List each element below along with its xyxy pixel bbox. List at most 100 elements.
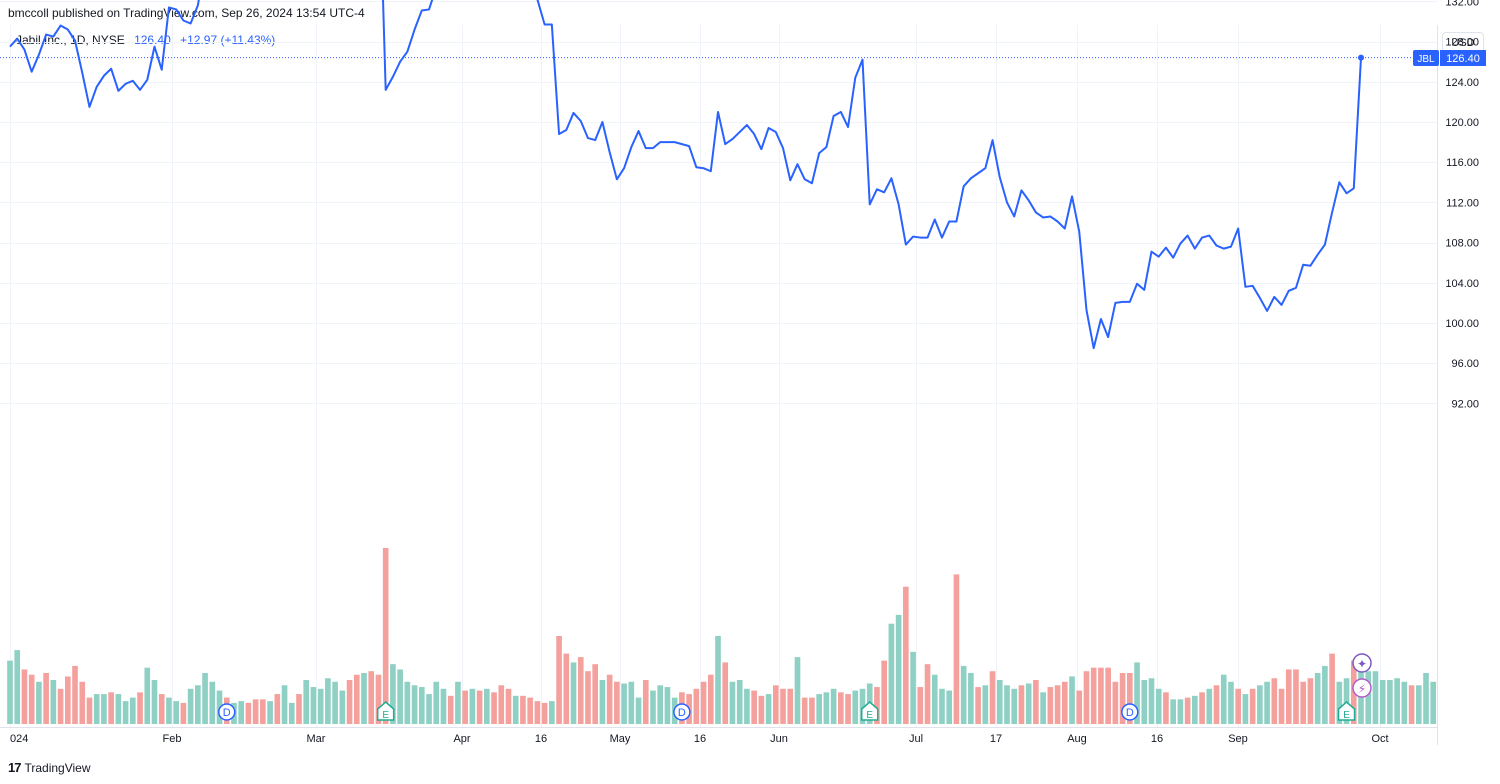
volume-bar [1025, 683, 1032, 724]
volume-bar [1148, 678, 1155, 724]
volume-bar [476, 690, 483, 724]
volume-bar [1271, 678, 1278, 724]
volume-bar [1184, 697, 1191, 724]
volume-bar [28, 674, 35, 724]
volume-bar [917, 687, 924, 724]
volume-bar [845, 694, 851, 724]
volume-bar [79, 681, 86, 724]
lightning-icon [1352, 678, 1372, 698]
volume-bar [838, 692, 844, 724]
volume-bar [939, 688, 945, 724]
volume-bar [1336, 681, 1343, 724]
volume-bar [772, 685, 779, 724]
dividend-marker-icon [217, 703, 236, 721]
volume-bar [1322, 665, 1328, 724]
volume-bar [830, 688, 837, 724]
volume-bar [36, 681, 42, 724]
volume-bar [130, 697, 136, 724]
volume-bar [1177, 699, 1184, 724]
volume-bar [606, 674, 613, 724]
volume-bar [86, 697, 93, 724]
volume-bar [722, 662, 729, 724]
volume-bar [982, 685, 989, 724]
volume-bar [1365, 671, 1372, 724]
currency-button[interactable]: USD [1442, 32, 1484, 54]
volume-bar [614, 681, 620, 724]
volume-bar [794, 657, 801, 724]
volume-bar [1069, 676, 1075, 724]
volume-bar [1119, 672, 1126, 724]
x-tick-label: Aug [1067, 733, 1087, 745]
volume-bar [1300, 681, 1307, 724]
spark-glyph: ✦ [1357, 657, 1367, 671]
volume-bar [563, 653, 570, 724]
volume-bar [14, 650, 21, 724]
volume-bar [924, 664, 931, 724]
volume-bar [1228, 681, 1234, 724]
volume-bar [101, 694, 107, 724]
volume-bar [1090, 667, 1097, 724]
volume-bar [166, 697, 172, 724]
earnings-marker-icon [376, 701, 395, 721]
volume-bar [707, 674, 714, 724]
volume-bar [1314, 672, 1321, 724]
volume-bar [202, 672, 208, 724]
spark-icon [1352, 653, 1372, 673]
volume-bar [332, 681, 338, 724]
volume-bar [252, 699, 259, 724]
volume-bar [765, 694, 772, 724]
volume-bar [1011, 688, 1018, 724]
volume-bar [895, 614, 902, 724]
volume-bar [1220, 674, 1227, 724]
volume-bar [1415, 685, 1422, 724]
volume-bar [72, 665, 78, 724]
volume-bar [975, 687, 981, 724]
x-tick-label: Oct [1371, 733, 1388, 745]
volume-bar [1394, 678, 1400, 724]
earnings-marker-label: E [866, 710, 873, 721]
volume-bar [1401, 681, 1408, 724]
x-tick-label: 16 [1151, 733, 1163, 745]
tradingview-brand[interactable]: 17 TradingView [8, 760, 91, 775]
volume-bar [1242, 694, 1249, 724]
volume-bar [303, 680, 310, 724]
volume-bar [187, 688, 194, 724]
volume-bar [455, 681, 461, 724]
volume-bar [903, 586, 909, 724]
volume-bar [729, 681, 736, 724]
volume-bar [469, 688, 476, 724]
volume-bar [151, 680, 158, 724]
x-tick-label: 16 [535, 733, 547, 745]
volume-bar [288, 702, 295, 724]
event-markers: D E D E D E ✦ ⚡ [217, 653, 1372, 721]
volume-bar [353, 674, 360, 724]
volume-bar [881, 660, 887, 724]
y-tick-label: 132.00 [1445, 0, 1479, 8]
volume-bar [1192, 695, 1198, 724]
time-axis[interactable]: 024 Feb Mar Apr 16 May 16 Jun Jul 17 Aug 16 Sep Oct [10, 733, 1389, 745]
volume-bar [700, 681, 707, 724]
volume-bar [527, 697, 533, 724]
volume-bar [1163, 692, 1169, 724]
volume-bar [1206, 688, 1213, 724]
volume-bar [1387, 680, 1393, 724]
volume-bar [816, 694, 822, 724]
volume-bar [426, 694, 432, 724]
volume-bar [238, 701, 245, 724]
volume-bar [693, 688, 700, 724]
volume-bar [1170, 699, 1176, 724]
volume-bar [57, 688, 64, 724]
brand-name: TradingView [24, 760, 91, 775]
volume-bar [375, 674, 382, 724]
volume-bar [1278, 688, 1285, 724]
volume-bar [1004, 685, 1010, 724]
volume-bar [996, 680, 1003, 724]
volume-bar [874, 687, 880, 724]
price-axis[interactable]: 156.00152.00148.00144.00140.00136.00132.… [1445, 0, 1479, 410]
price-series-line [9, 0, 1362, 350]
volume-bar [823, 692, 830, 724]
volume-bar [1408, 685, 1415, 724]
volume-bar [108, 692, 114, 724]
volume-bar [274, 694, 281, 724]
